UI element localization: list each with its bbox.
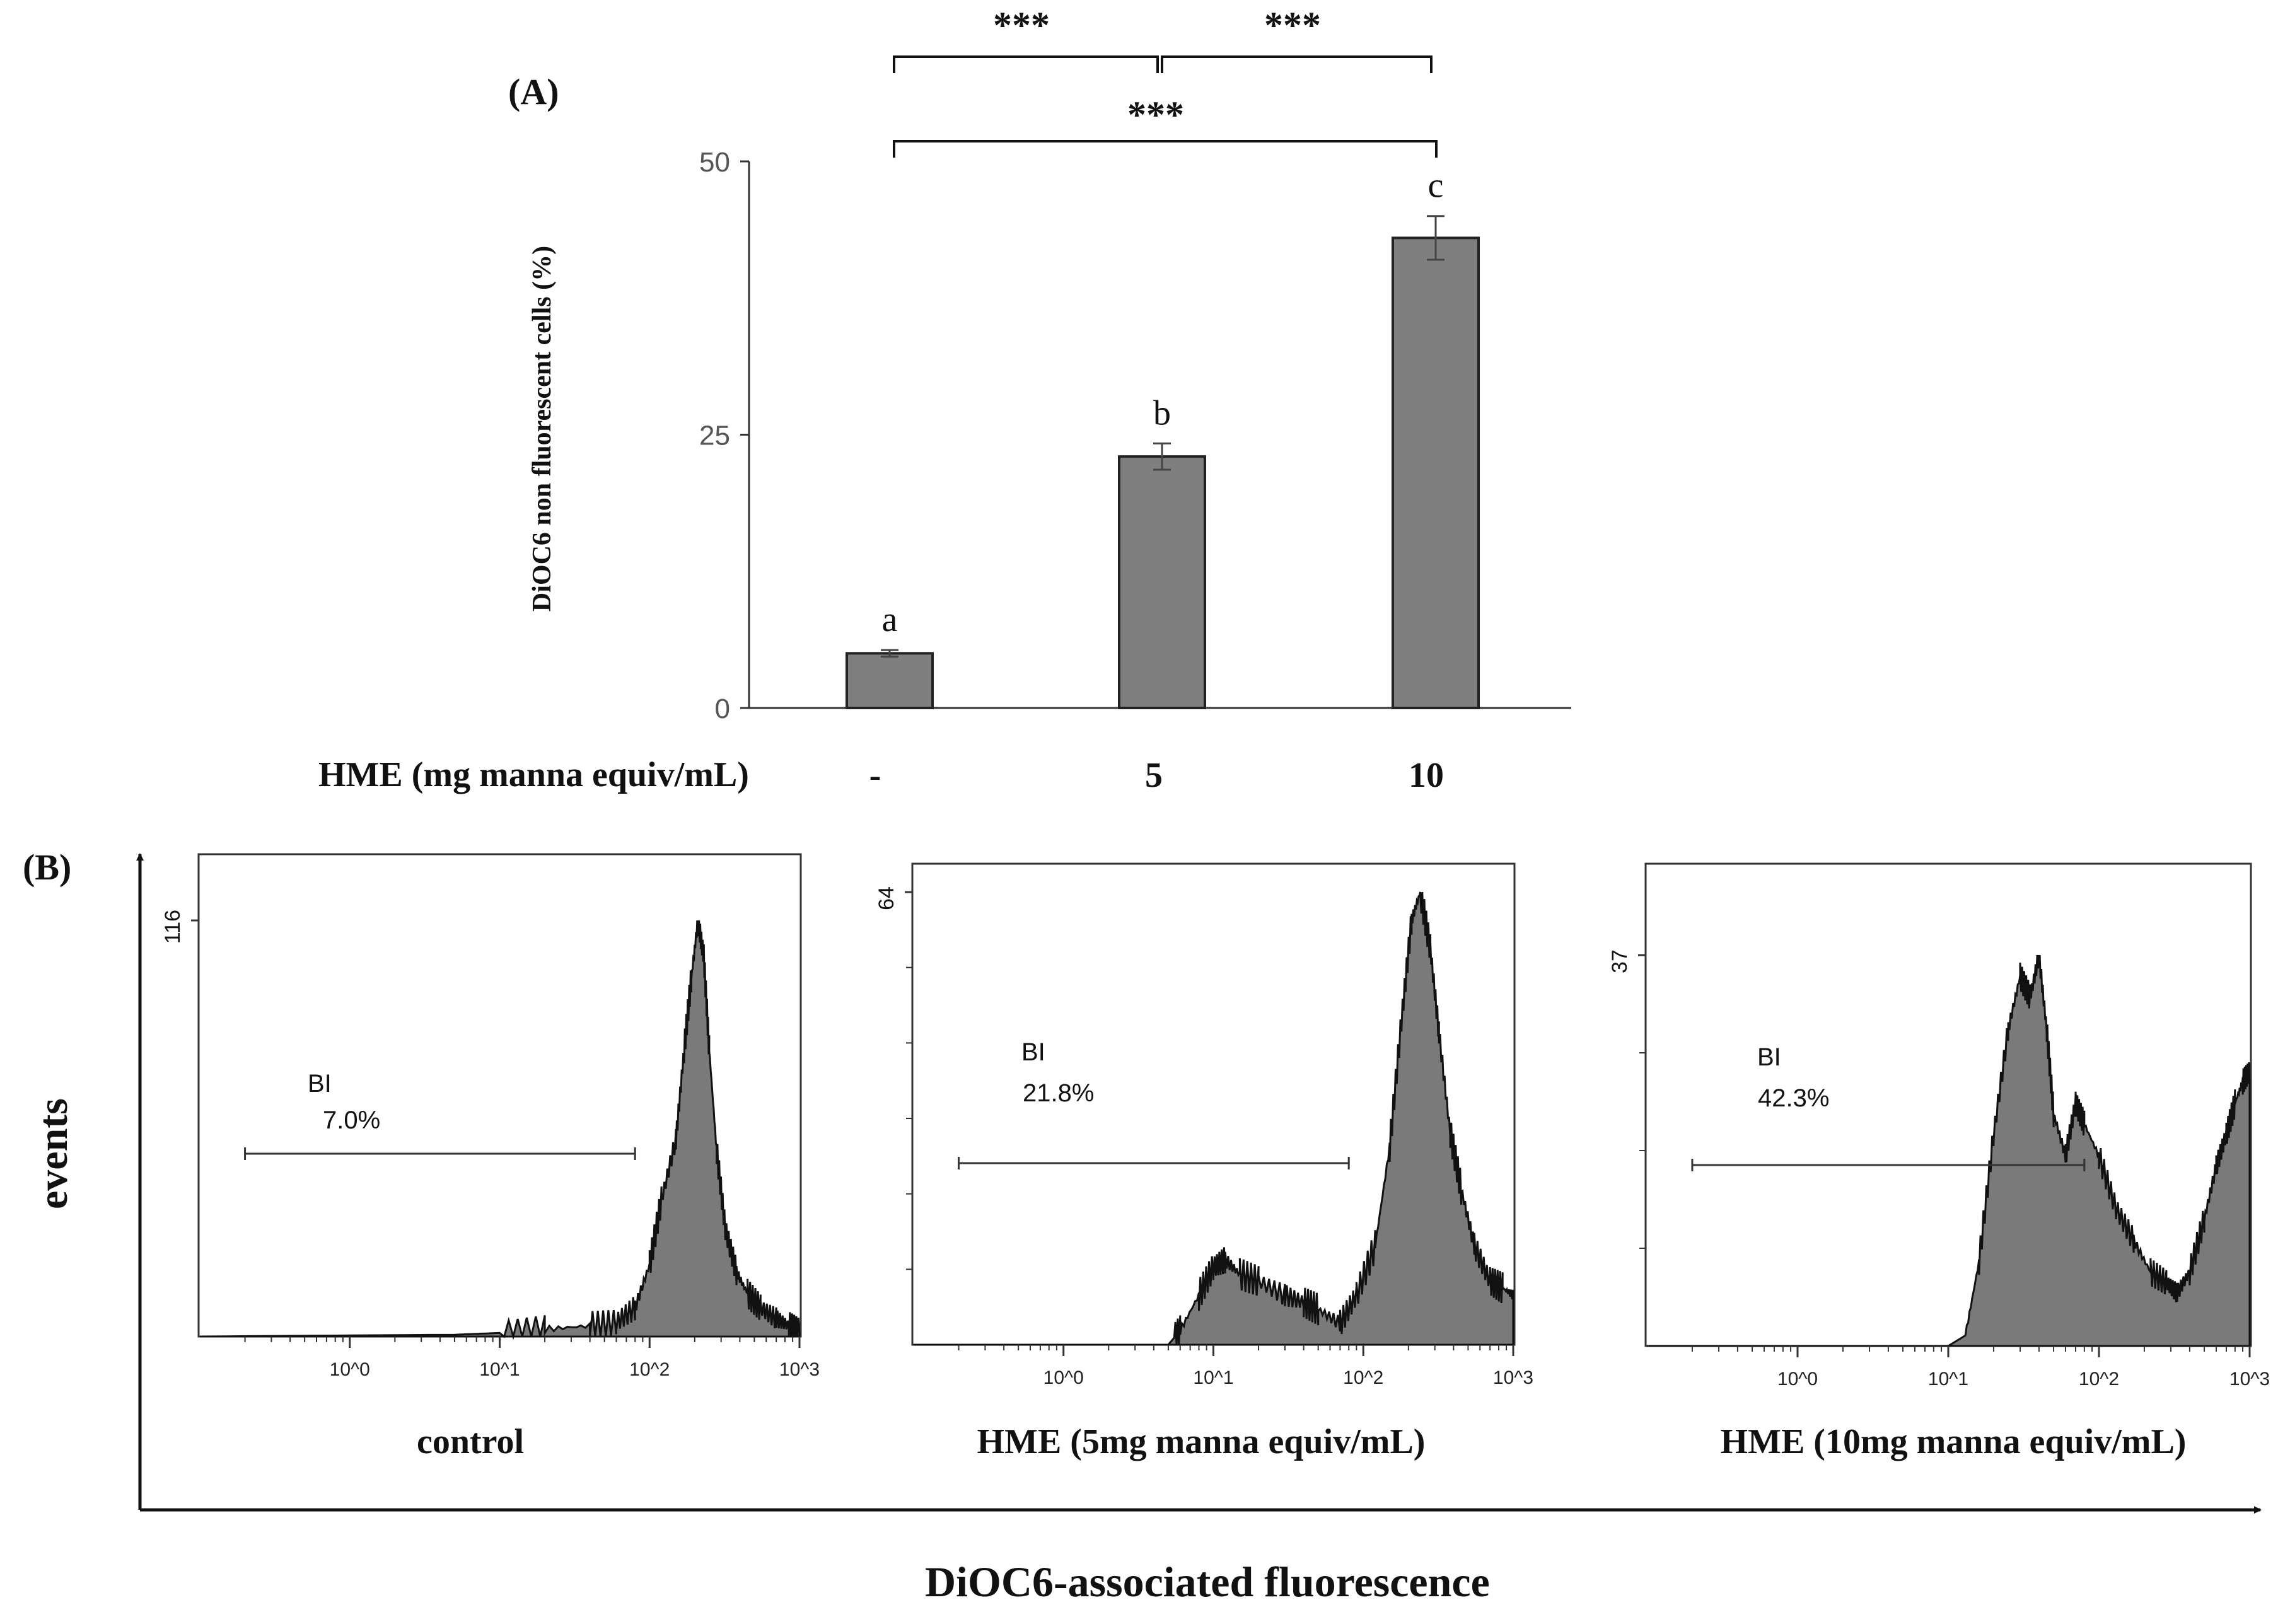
bar-1 [846, 652, 934, 710]
bar-2 [1118, 455, 1206, 709]
x-axis-label-a: HME (mg manna equiv/mL) [318, 755, 749, 794]
significance-letter-b: b [1153, 393, 1171, 432]
x-category-label: 5 [1145, 756, 1163, 795]
panel-a-label: (A) [508, 71, 559, 112]
gate-name-1: BI [308, 1070, 332, 1098]
x-category-label: - [869, 756, 881, 795]
gate-percent-2: 21.8% [1023, 1079, 1094, 1107]
y-max-label-2: 64 [875, 886, 898, 910]
y-tick-label-a: 50 [699, 147, 730, 178]
significance-bracket-3 [893, 140, 1438, 158]
y-max-label-1: 116 [161, 910, 185, 944]
histogram-panel-b: 116 10^0 10^1 10^2 10^3 BI 7.0% 64 10^0 10^1 10^2 1… [136, 853, 2270, 1514]
hist-caption-2: HME (5mg manna equiv/mL) [977, 1422, 1426, 1461]
x-tick-label: 10^1 [1193, 1367, 1233, 1388]
x-category-label: 10 [1409, 756, 1444, 795]
x-tick-label: 10^2 [2079, 1369, 2119, 1389]
y-tick-label-a: 25 [699, 420, 730, 451]
x-tick-label: 10^1 [1928, 1369, 1968, 1389]
significance-letter-c: c [1428, 166, 1444, 206]
x-tick-label: 10^1 [479, 1359, 520, 1380]
significance-stars-2: *** [1264, 4, 1321, 46]
x-tick-label: 10^2 [1343, 1367, 1383, 1388]
histogram-area-3 [1647, 954, 2251, 1347]
significance-stars-1: *** [993, 4, 1050, 46]
hist-caption-1: control [416, 1422, 525, 1461]
histogram-area-1 [199, 920, 801, 1340]
histogram-area-2 [914, 891, 1514, 1346]
gate-name-3: BI [1757, 1043, 1781, 1071]
y-max-label-3: 37 [1608, 949, 1632, 973]
x-tick-label: 10^2 [629, 1359, 670, 1380]
x-tick-label: 10^3 [2229, 1369, 2270, 1389]
x-tick-label: 10^3 [1493, 1367, 1533, 1388]
significance-letter-a: a [882, 600, 898, 639]
significance-bracket-1 [893, 55, 1159, 73]
y-tick-label-a: 0 [715, 693, 730, 724]
x-tick-label: 10^3 [779, 1359, 820, 1380]
gate-percent-3: 42.3% [1758, 1084, 1829, 1112]
hist-caption-3: HME (10mg manna equiv/mL) [1720, 1422, 2187, 1461]
y-axis-label-a: DiOC6 non fluorescent cells (%) [528, 245, 557, 612]
x-tick-label: 10^0 [330, 1359, 370, 1380]
significance-bracket-2 [1161, 55, 1433, 73]
panel-b-label: (B) [23, 847, 72, 888]
gate-name-2: BI [1021, 1038, 1045, 1066]
x-tick-label: 10^0 [1777, 1369, 1818, 1389]
bar-3 [1392, 236, 1480, 709]
significance-stars-3: *** [1127, 94, 1184, 136]
bar-chart-a: 0 25 50 a - b 5 c 10 *** *** *** [699, 4, 1571, 795]
x-tick-label: 10^0 [1043, 1367, 1084, 1388]
gate-percent-1: 7.0% [323, 1106, 380, 1134]
x-axis-label-fluorescence: DiOC6-associated fluorescence [925, 1558, 1490, 1606]
